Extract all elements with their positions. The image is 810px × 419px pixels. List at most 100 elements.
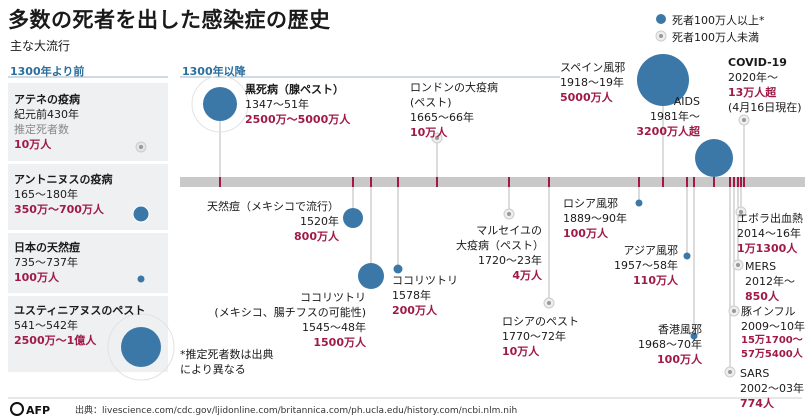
hk-flu-name: 香港風邪 xyxy=(658,323,702,336)
russia-plague-event: ロシアのペスト 1770〜72年 10万人 xyxy=(502,314,579,359)
aids-name: AIDS xyxy=(673,95,700,108)
smallpox-mexico-name: 天然痘（メキシコで流行） xyxy=(207,200,339,213)
cocoliztli-1545-name: ココリツトリ xyxy=(300,291,366,304)
swine-name: 豚インフル xyxy=(741,305,796,318)
ebola-event: エボラ出血熱 2014〜16年 1万1300人 xyxy=(737,211,803,256)
tick-asian-flu xyxy=(686,177,688,187)
justinian-marker-halo xyxy=(107,313,175,381)
tick-spanish-flu xyxy=(662,177,664,187)
hk-flu-event: 香港風邪 1968〜70年 100万人 xyxy=(630,322,702,367)
justinian-deaths: 2500万〜1億人 xyxy=(14,334,97,347)
sars-marker xyxy=(728,370,732,374)
tick-marseille xyxy=(508,177,510,187)
japan-smallpox-name: 日本の天然痘 xyxy=(14,241,80,254)
cocoliztli-1545-name2: (メキシコ、腸チフスの可能性) xyxy=(214,306,366,319)
smallpox-mexico-event: 天然痘（メキシコで流行） 1520年 800万人 xyxy=(205,199,339,244)
london-period: 1665〜66年 xyxy=(410,111,474,124)
tick-covid xyxy=(743,177,745,187)
section-before-label: 1300年より前 xyxy=(10,65,85,78)
panel-japan-smallpox xyxy=(8,233,168,293)
tick-london xyxy=(436,177,438,187)
sars-deaths: 774人 xyxy=(740,397,774,410)
athens-deaths: 10万人 xyxy=(14,138,52,151)
covid-marker xyxy=(742,118,746,122)
russian-flu-deaths: 100万人 xyxy=(563,227,608,240)
marseille-name2: 大疫病（ペスト） xyxy=(456,239,544,252)
page-title: 多数の死者を出した感染症の歴史 xyxy=(8,8,331,32)
spanish-flu-event: スペイン風邪 1918〜19年 5000万人 xyxy=(560,60,625,105)
cocoliztli-1545-deaths: 1500万人 xyxy=(313,336,366,349)
asian-flu-period: 1957〜58年 xyxy=(614,259,678,272)
tick-aids xyxy=(713,177,715,187)
london-deaths: 10万人 xyxy=(410,126,448,139)
tick-russian-flu xyxy=(638,177,640,187)
asian-flu-event: アジア風邪 1957〜58年 110万人 xyxy=(604,243,678,288)
tick-sars xyxy=(729,177,731,187)
antonine-period: 165〜180年 xyxy=(14,188,78,201)
black-death-name: 黒死病（腺ペスト） xyxy=(245,83,344,96)
swine-marker xyxy=(732,309,736,313)
covid-deaths: 13万人超 xyxy=(728,86,777,99)
mers-marker xyxy=(736,263,740,267)
justinian-event: ユスティニアヌスのペスト 541〜542年 2500万〜1億人 xyxy=(14,303,145,348)
covid-period: 2020年〜 xyxy=(728,71,778,84)
black-death-halo xyxy=(191,75,249,133)
tick-russia-plague xyxy=(548,177,550,187)
russia-plague-period: 1770〜72年 xyxy=(502,330,566,343)
tick-hk-flu xyxy=(693,177,695,187)
legend-small-icon xyxy=(659,34,663,38)
athens-note: 推定死者数 xyxy=(14,123,69,136)
tick-swine xyxy=(733,177,735,187)
cocoliztli-1578-marker xyxy=(393,264,403,274)
athens-event: アテネの疫病 紀元前430年 推定死者数 10万人 xyxy=(14,92,80,152)
mers-deaths: 850人 xyxy=(745,290,779,303)
justinian-marker xyxy=(121,327,161,367)
antonine-marker xyxy=(132,205,150,223)
covid-event: COVID-19 2020年〜 13万人超 (4月16日現在) xyxy=(728,55,802,115)
legend-small-label: 死者100万人未満 xyxy=(672,31,759,44)
aids-event: AIDS 1981年〜 3200万人超 xyxy=(636,94,700,139)
japan-smallpox-period: 735〜737年 xyxy=(14,256,78,269)
athens-period: 紀元前430年 xyxy=(14,108,79,121)
swine-deaths: 15万1700〜 57万5400人 xyxy=(741,335,803,360)
legend-large-icon xyxy=(656,14,666,24)
justinian-period: 541〜542年 xyxy=(14,319,78,332)
covid-note: (4月16日現在) xyxy=(728,101,802,114)
cocoliztli-1545-period: 1545〜48年 xyxy=(302,321,366,334)
covid-name: COVID-19 xyxy=(728,56,787,69)
japan-smallpox-deaths: 100万人 xyxy=(14,271,59,284)
sars-name: SARS xyxy=(740,367,770,380)
london-name2: (ペスト) xyxy=(410,96,452,109)
source-line: 出典：livescience.com/cdc.gov/ljidonline.co… xyxy=(75,406,518,416)
russia-plague-name: ロシアのペスト xyxy=(502,315,579,328)
asian-flu-deaths: 110万人 xyxy=(633,274,678,287)
marseille-deaths: 4万人 xyxy=(512,269,542,282)
asian-flu-marker xyxy=(683,252,691,260)
hk-flu-deaths: 100万人 xyxy=(657,353,702,366)
japan-smallpox-event: 日本の天然痘 735〜737年 100万人 xyxy=(14,240,80,285)
russian-flu-period: 1889〜90年 xyxy=(563,212,627,225)
hk-flu-period: 1968〜70年 xyxy=(638,338,702,351)
japan-smallpox-marker xyxy=(137,275,145,283)
antonine-name: アントニヌスの疫病 xyxy=(14,173,113,186)
timeline-bar xyxy=(180,177,805,187)
mers-period: 2012年〜 xyxy=(745,275,795,288)
black-death-deaths: 2500万〜5000万人 xyxy=(245,113,351,126)
marseille-period: 1720〜23年 xyxy=(478,254,542,267)
london-name: ロンドンの大疫病 xyxy=(410,81,498,94)
smallpox-mexico-period: 1520年 xyxy=(300,215,339,228)
russian-flu-event: ロシア風邪 1889〜90年 100万人 xyxy=(563,196,627,241)
mers-event: MERS 2012年〜 850人 xyxy=(745,259,795,304)
hk-flu-marker xyxy=(690,332,698,340)
aids-marker xyxy=(695,139,733,177)
spanish-flu-marker xyxy=(637,54,689,106)
athens-name: アテネの疫病 xyxy=(14,93,80,106)
russian-flu-name: ロシア風邪 xyxy=(563,197,618,210)
london-event: ロンドンの大疫病 (ペスト) 1665〜66年 10万人 xyxy=(410,80,498,140)
antonine-event: アントニヌスの疫病 165〜180年 350万〜700万人 xyxy=(14,172,113,217)
cocoliztli-1578-name: ココリツトリ xyxy=(392,274,458,287)
tick-black-death xyxy=(219,177,221,187)
aids-deaths: 3200万人超 xyxy=(636,125,700,138)
justinian-name: ユスティニアヌスのペスト xyxy=(14,304,146,317)
